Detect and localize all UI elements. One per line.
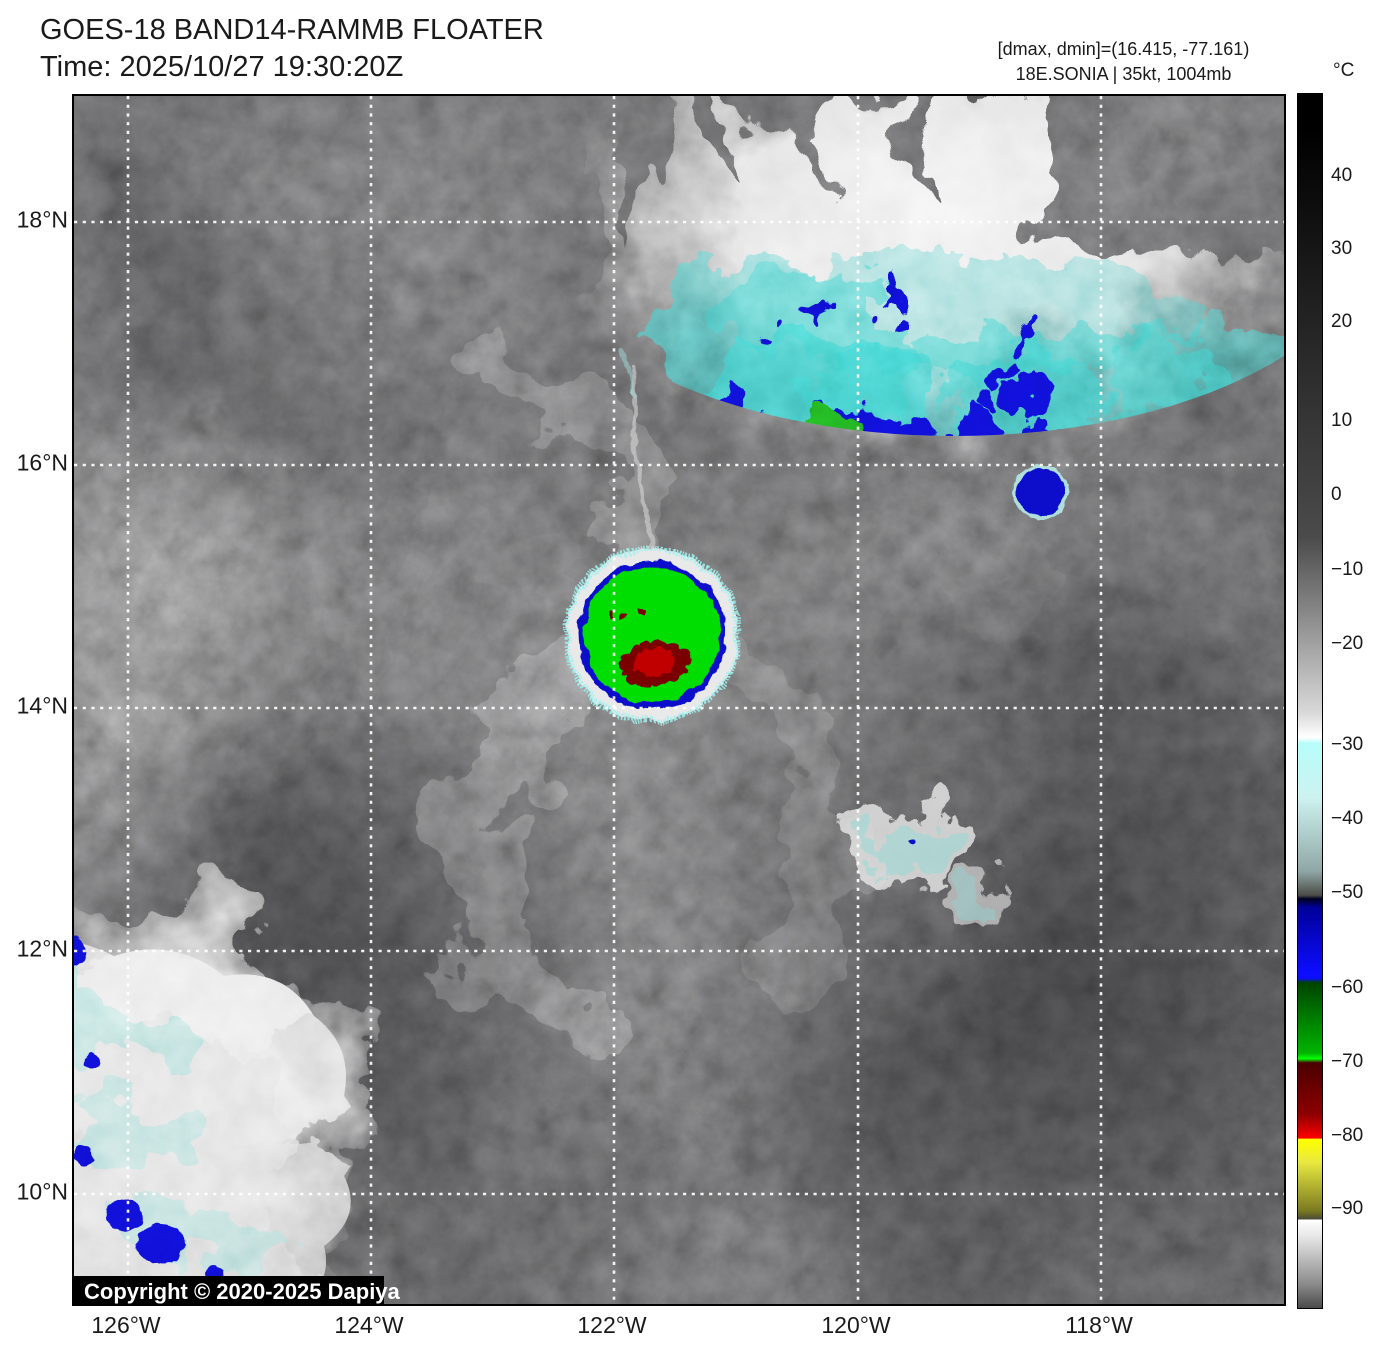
svg-text:Copyright © 2020-2025 Dapiya: Copyright © 2020-2025 Dapiya (84, 1279, 401, 1304)
